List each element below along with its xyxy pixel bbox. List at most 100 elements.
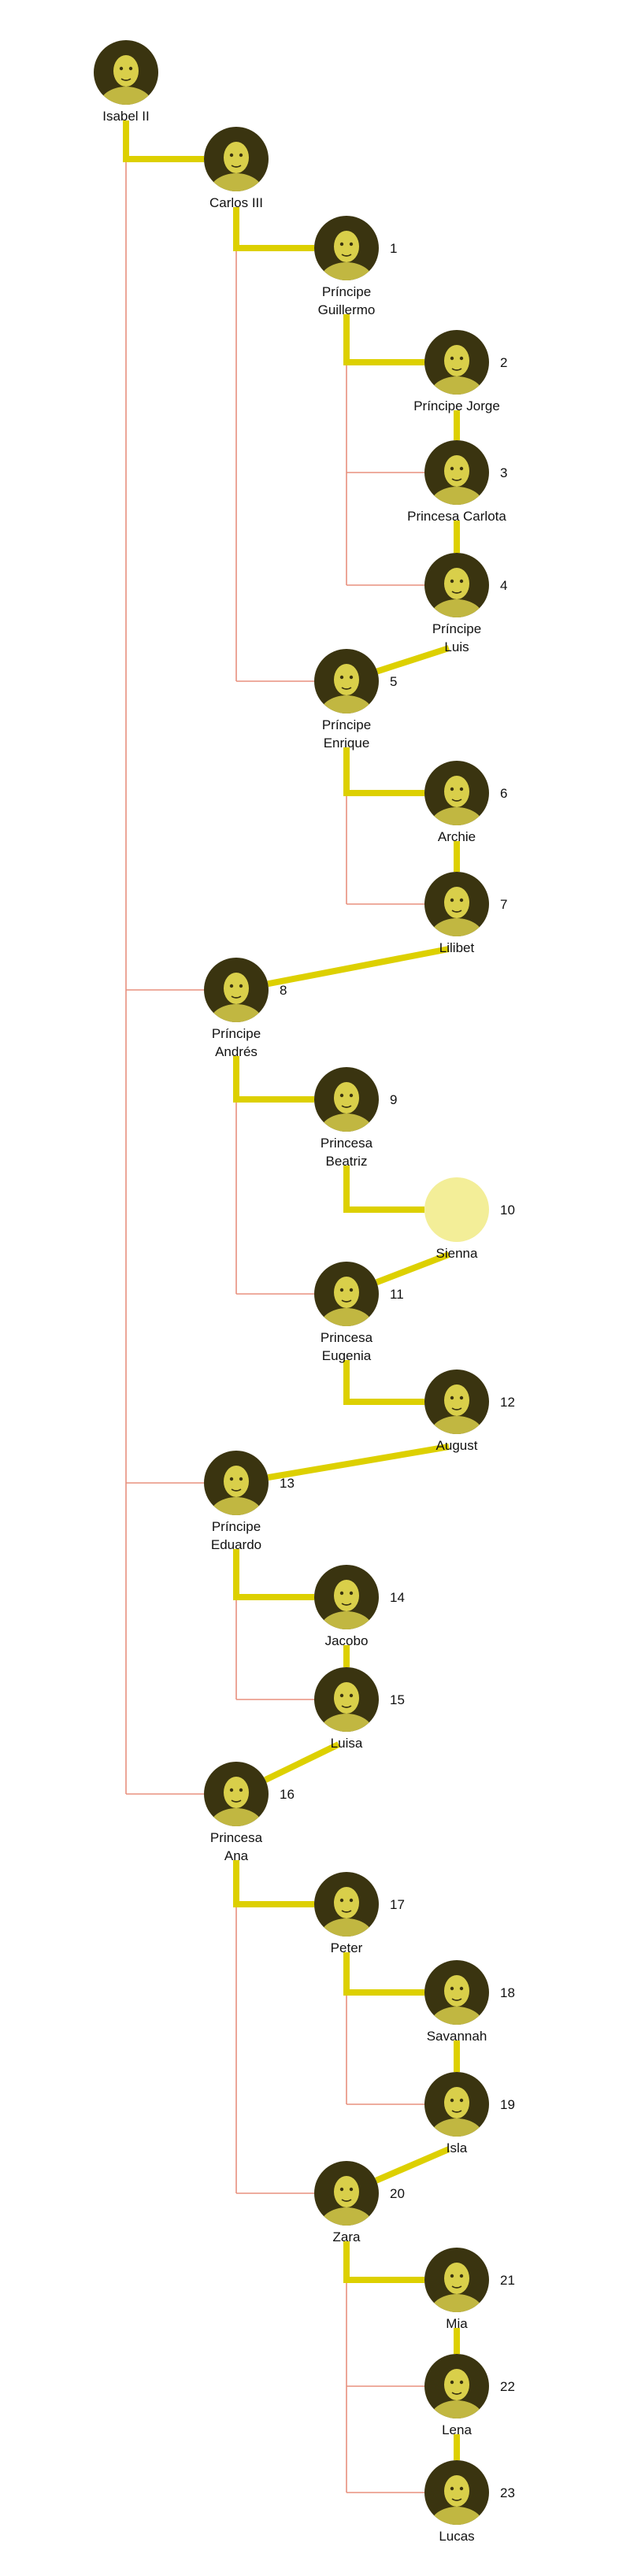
succession-link [375, 2146, 450, 2184]
person-name: Príncipe [322, 284, 371, 299]
person-node-carlos: Carlos III [204, 127, 269, 210]
person-name: Savannah [427, 2029, 487, 2044]
person-name: Ana [224, 1848, 249, 1863]
person-name: Eduardo [211, 1537, 261, 1552]
portrait-icon [424, 553, 489, 617]
person-node-isla: Isla 19 [424, 2072, 515, 2155]
person-node-peter: Peter 17 [314, 1872, 405, 1955]
portrait-icon [314, 2161, 379, 2226]
person-name: Mia [446, 2316, 468, 2331]
succession-rank: 13 [280, 1476, 295, 1491]
portrait-icon [204, 1762, 269, 1826]
person-name: Príncipe [212, 1519, 261, 1534]
succession-rank: 18 [500, 1985, 515, 2000]
succession-rank: 10 [500, 1203, 515, 1218]
person-name: Isabel II [102, 109, 150, 124]
person-node-eduardo: Príncipe Eduardo 13 [204, 1451, 295, 1552]
person-name: Lena [442, 2422, 472, 2437]
person-node-ana: Princesa Ana 16 [204, 1762, 295, 1863]
portrait-icon [424, 761, 489, 825]
succession-link [343, 1166, 424, 1213]
portrait-icon [204, 958, 269, 1022]
succession-rank: 8 [280, 983, 287, 998]
succession-link [264, 1741, 340, 1783]
succession-rank: 12 [500, 1395, 515, 1410]
succession-rank: 20 [390, 2186, 405, 2201]
succession-rank: 3 [500, 465, 507, 480]
portrait-icon [314, 1667, 379, 1732]
portrait-icon [314, 1565, 379, 1629]
person-name: Príncipe Jorge [413, 398, 500, 413]
person-node-carlota: Princesa Carlota 3 [407, 440, 507, 524]
person-node-jorge: Príncipe Jorge 2 [413, 330, 507, 413]
succession-link [267, 1444, 450, 1481]
succession-rank: 7 [500, 897, 507, 912]
person-node-isabel: Isabel II [94, 40, 158, 124]
portrait-icon [314, 1872, 379, 1937]
person-name: Princesa [210, 1830, 263, 1845]
succession-rank: 6 [500, 786, 507, 801]
succession-rank: 5 [390, 674, 397, 689]
portrait-icon [424, 440, 489, 505]
person-node-savannah: Savannah 18 [424, 1960, 515, 2044]
succession-rank: 9 [390, 1092, 397, 1107]
person-name: Enrique [324, 736, 370, 751]
person-node-lucas: Lucas 23 [424, 2460, 515, 2544]
succession-rank: 16 [280, 1787, 295, 1802]
succession-link [376, 645, 450, 675]
succession-rank: 19 [500, 2097, 515, 2112]
person-name: Zara [333, 2229, 361, 2244]
person-name: Luisa [331, 1736, 363, 1751]
succession-rank: 4 [500, 578, 507, 593]
person-name: Lucas [439, 2529, 474, 2544]
person-name: Eugenia [322, 1348, 372, 1363]
portrait-icon [94, 40, 158, 105]
person-node-jacobo: Jacobo 14 [314, 1565, 405, 1648]
person-node-luisa: Luisa 15 [314, 1667, 405, 1751]
succession-link [343, 314, 424, 365]
succession-rank: 23 [500, 2485, 515, 2500]
succession-rank: 14 [390, 1590, 405, 1605]
person-name: Princesa [321, 1136, 373, 1151]
succession-link [123, 120, 204, 162]
person-name: Princesa Carlota [407, 509, 506, 524]
succession-link [233, 1056, 314, 1103]
succession-link [233, 1549, 314, 1600]
portrait-icon [424, 1370, 489, 1434]
person-name: Guillermo [318, 302, 376, 317]
succession-rank: 17 [390, 1897, 405, 1912]
person-name: Princesa [321, 1330, 373, 1345]
person-node-luis: Príncipe Luis 4 [424, 553, 507, 654]
portrait-icon [314, 1067, 379, 1132]
portrait-icon [314, 216, 379, 280]
portrait-icon [424, 2248, 489, 2312]
person-name: Luis [444, 639, 469, 654]
succession-link [267, 946, 450, 988]
person-node-guillermo: Príncipe Guillermo 1 [314, 216, 397, 317]
portrait-icon [204, 127, 269, 191]
succession-rank: 1 [390, 241, 397, 256]
portrait-icon [314, 649, 379, 713]
portrait-icon [314, 1262, 379, 1326]
person-node-andres: Príncipe Andrés 8 [204, 958, 287, 1059]
person-name: Príncipe [432, 621, 481, 636]
person-node-lena: Lena 22 [424, 2354, 515, 2437]
person-node-enrique: Príncipe Enrique 5 [314, 649, 397, 751]
succession-link [343, 1360, 424, 1405]
person-name: Archie [438, 829, 476, 844]
empty-portrait-icon [424, 1177, 489, 1242]
succession-rank: 15 [390, 1692, 405, 1707]
succession-link [375, 1251, 450, 1286]
portrait-icon [424, 1960, 489, 2025]
succession-link [343, 747, 424, 796]
succession-link [343, 1952, 424, 1996]
person-node-august: August 12 [424, 1370, 515, 1453]
succession-link [343, 2241, 424, 2283]
portrait-icon [204, 1451, 269, 1515]
person-name: Príncipe [322, 717, 371, 732]
person-node-mia: Mia 21 [424, 2248, 515, 2331]
portrait-icon [424, 872, 489, 936]
succession-rank: 22 [500, 2379, 515, 2394]
